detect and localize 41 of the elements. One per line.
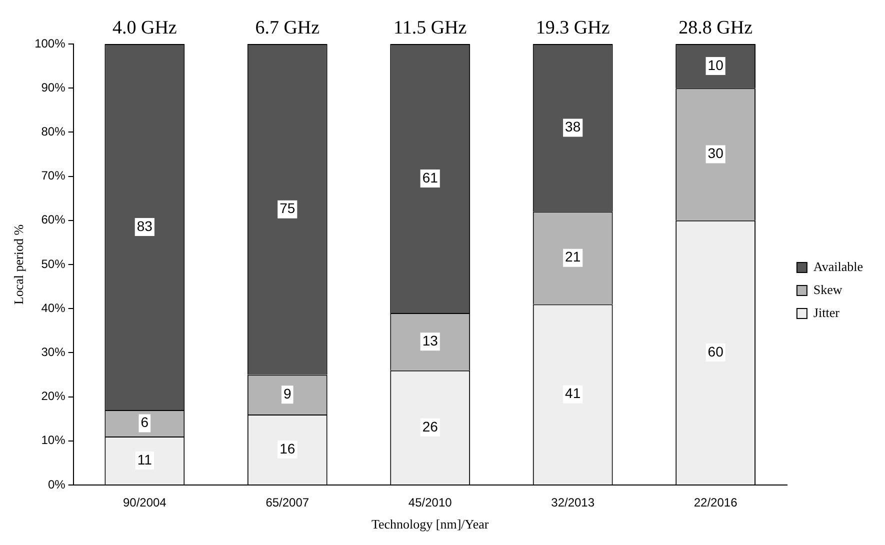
legend-label: Available [813, 258, 864, 274]
y-tick-label: 80% [41, 124, 66, 139]
text: 11.5 GHz [394, 17, 467, 38]
data-label: 75 [280, 200, 296, 216]
data-label: 11 [137, 451, 152, 468]
data-label: 9 [283, 385, 292, 402]
data-label: 38 [565, 118, 581, 135]
data-label: 83 [136, 218, 153, 234]
data-label: 13 [422, 332, 438, 349]
y-tick-label: 100% [34, 36, 66, 50]
y-tick-label: 70% [41, 168, 66, 183]
x-tick-label: 22/2016 [694, 496, 738, 510]
y-tick-label: 90% [41, 80, 66, 94]
data-label: 21 [565, 248, 581, 265]
data-label: 60 [708, 343, 724, 360]
text: 4.0 GHz [112, 17, 177, 38]
y-tick-label: 50% [41, 256, 66, 271]
y-axis-title: Local period % [11, 224, 26, 305]
y-tick-label: 30% [41, 345, 66, 360]
legend-label: Jitter [813, 304, 840, 320]
x-tick-label: 45/2010 [408, 496, 452, 510]
data-label: 16 [280, 440, 296, 456]
x-axis-title: Technology [nm]/Year [371, 516, 490, 532]
text: 28.8 GHz [678, 17, 753, 38]
data-label: 26 [422, 418, 438, 434]
y-tick-label: 20% [41, 389, 66, 404]
x-tick-label: 65/2007 [266, 496, 310, 510]
y-tick-label: 40% [41, 300, 66, 315]
x-tick-label: 32/2013 [551, 496, 595, 510]
data-label: 41 [565, 385, 581, 402]
data-label: 6 [140, 414, 149, 430]
text: 6.7 GHz [255, 17, 320, 38]
data-label: 10 [708, 56, 724, 73]
data-label: 30 [708, 145, 724, 162]
legend-label: Skew [813, 282, 843, 297]
data-label: 61 [422, 169, 438, 186]
y-tick-label: 10% [41, 433, 66, 448]
x-tick-label: 90/2004 [122, 496, 167, 510]
y-tick-label: 60% [41, 212, 66, 227]
text: 19.3 GHz [536, 17, 610, 38]
y-tick-label: 0% [48, 477, 66, 492]
